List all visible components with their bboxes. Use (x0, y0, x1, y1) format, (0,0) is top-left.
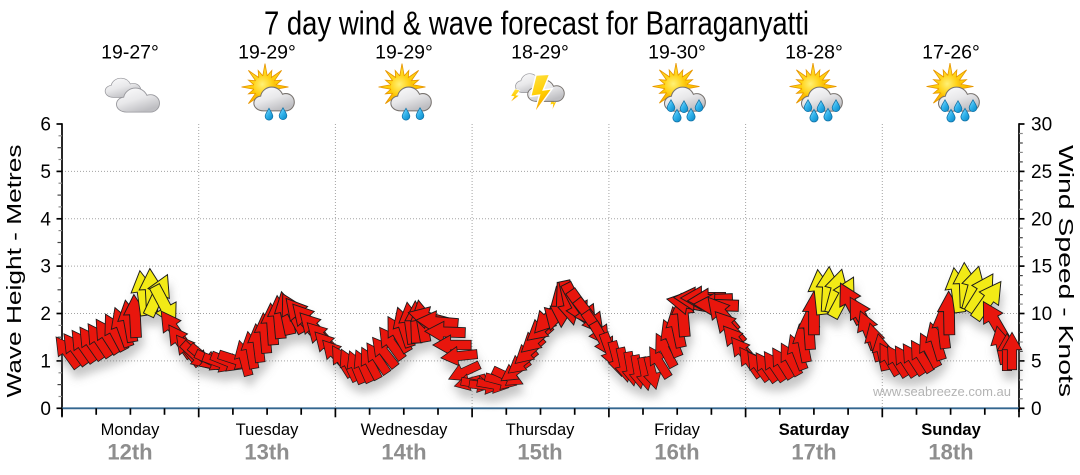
svg-text:15th: 15th (517, 440, 562, 465)
svg-text:Tuesday: Tuesday (236, 421, 299, 439)
svg-text:4: 4 (40, 209, 51, 230)
svg-text:6: 6 (40, 115, 51, 136)
svg-text:18-28°: 18-28° (785, 42, 843, 64)
svg-text:5: 5 (1031, 351, 1042, 372)
svg-text:19-29°: 19-29° (375, 42, 433, 64)
svg-text:Wednesday: Wednesday (361, 421, 449, 439)
svg-text:3: 3 (40, 257, 51, 278)
svg-text:7 day wind & wave forecast for: 7 day wind & wave forecast for Barragany… (264, 5, 809, 42)
svg-text:25: 25 (1031, 162, 1052, 183)
svg-text:Wave Height - Metres: Wave Height - Metres (3, 144, 26, 397)
svg-text:Saturday: Saturday (779, 421, 850, 439)
svg-text:2: 2 (40, 304, 51, 325)
svg-text:5: 5 (40, 162, 51, 183)
svg-text:19-27°: 19-27° (101, 42, 159, 64)
svg-text:12th: 12th (107, 440, 152, 465)
svg-text:Monday: Monday (101, 421, 160, 439)
svg-text:30: 30 (1031, 115, 1052, 136)
svg-text:18-29°: 18-29° (511, 42, 569, 64)
svg-text:Friday: Friday (654, 421, 701, 439)
svg-text:10: 10 (1031, 304, 1052, 325)
svg-text:19-29°: 19-29° (238, 42, 296, 64)
svg-text:13th: 13th (244, 440, 289, 465)
svg-text:19-30°: 19-30° (648, 42, 706, 64)
svg-text:18th: 18th (928, 440, 973, 465)
svg-text:17-26°: 17-26° (922, 42, 980, 64)
svg-text:17th: 17th (791, 440, 836, 465)
svg-text:14th: 14th (381, 440, 426, 465)
svg-text:1: 1 (40, 351, 51, 372)
svg-text:20: 20 (1031, 209, 1052, 230)
svg-text:0: 0 (1031, 399, 1042, 420)
svg-text:0: 0 (40, 399, 51, 420)
svg-text:Thursday: Thursday (506, 421, 576, 439)
svg-text:Sunday: Sunday (921, 421, 981, 439)
svg-text:16th: 16th (654, 440, 699, 465)
svg-text:Wind Speed - Knots: Wind Speed - Knots (1054, 145, 1077, 397)
svg-text:15: 15 (1031, 257, 1052, 278)
svg-text:www.seabreeze.com.au: www.seabreeze.com.au (872, 384, 1011, 399)
